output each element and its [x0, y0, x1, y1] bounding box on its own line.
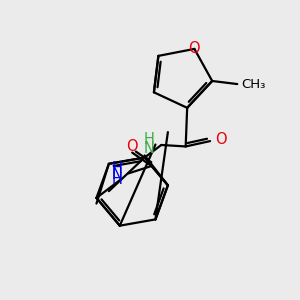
Text: H: H	[112, 172, 122, 188]
Text: H: H	[144, 132, 155, 147]
Text: H: H	[112, 160, 122, 175]
Text: O: O	[126, 139, 137, 154]
Text: N: N	[112, 167, 122, 182]
Text: O: O	[215, 132, 227, 147]
Text: O: O	[189, 41, 200, 56]
Text: CH₃: CH₃	[241, 78, 265, 91]
Text: N: N	[144, 141, 155, 156]
